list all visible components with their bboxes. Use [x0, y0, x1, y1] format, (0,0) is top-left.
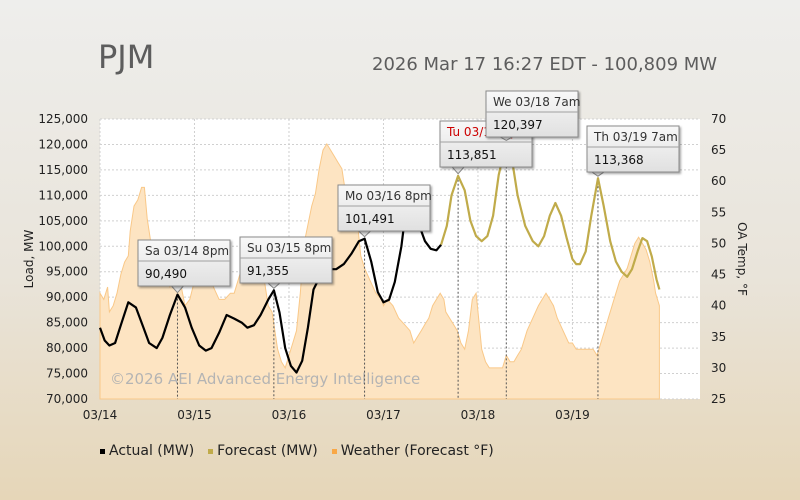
y2-tick-label: 60 — [711, 174, 726, 188]
page-title: PJM — [98, 38, 155, 76]
annotation-value: 113,368 — [594, 153, 644, 167]
forecast-load-line — [440, 141, 661, 290]
chart-legend: Actual (MW) Forecast (MW) Weather (Forec… — [100, 443, 494, 459]
peak-annotation: We 03/18 7am 120,397 — [485, 90, 580, 142]
x-tick-label: 03/18 — [461, 408, 496, 422]
legend-weather-label: Weather (Forecast °F) — [340, 443, 494, 459]
peak-annotation: Th 03/19 7am 113,368 — [586, 125, 680, 177]
y-tick-label: 105,000 — [38, 214, 88, 228]
annotation-label: Sa 03/14 8pm — [145, 244, 229, 258]
watermark-text: ©2026 AEI Advanced Energy Intelligence — [110, 370, 420, 388]
peak-marker-lines — [176, 142, 599, 399]
y-axis-label: Load, MW — [22, 230, 36, 289]
legend-forecast-label: Forecast (MW) — [217, 443, 318, 459]
annotation-value: 91,355 — [247, 264, 289, 278]
annotation-box — [239, 236, 333, 284]
legend-weather-swatch — [331, 448, 337, 454]
peak-annotation: Su 03/15 8pm 91,355 — [239, 236, 333, 289]
y-tick-label: 90,000 — [46, 290, 88, 304]
y2-tick-label: 45 — [711, 268, 726, 282]
annotation-box — [137, 239, 231, 287]
annotation-box — [586, 125, 680, 173]
y-tick-label: 75,000 — [46, 367, 88, 381]
y-tick-label: 115,000 — [38, 163, 88, 177]
y-tick-label: 85,000 — [46, 316, 88, 330]
y-tick-label: 80,000 — [46, 341, 88, 355]
annotation-label: Mo 03/16 8pm — [345, 189, 432, 203]
legend-actual-label: Actual (MW) — [109, 443, 195, 459]
y-axis-left: 125,000 120,000 115,000 110,000 105,000 100,0… — [38, 112, 88, 406]
x-tick-label: 03/17 — [366, 408, 401, 422]
y-axis-right: 70 65 60 55 50 45 40 35 30 25 — [711, 112, 726, 406]
page-subtitle: 2026 Mar 17 16:27 EDT - 100,809 MW — [372, 54, 718, 75]
y-tick-label: 110,000 — [38, 188, 88, 202]
y2-tick-label: 35 — [711, 330, 726, 344]
y-tick-label: 70,000 — [46, 392, 88, 406]
y2-tick-label: 25 — [711, 392, 726, 406]
legend-forecast[interactable]: Forecast (MW) — [208, 443, 318, 459]
x-tick-label: 03/19 — [555, 408, 590, 422]
x-tick-label: 03/14 — [83, 408, 118, 422]
y-tick-label: 120,000 — [38, 137, 88, 151]
annotation-value: 113,851 — [447, 148, 497, 162]
legend-forecast-swatch — [208, 448, 214, 454]
peak-annotation: Mo 03/16 8pm 101,491 — [337, 184, 432, 238]
y2-tick-label: 70 — [711, 112, 726, 126]
legend-actual-swatch — [100, 448, 105, 454]
actual-load-line — [98, 191, 442, 374]
annotation-label: Th 03/19 7am — [593, 130, 678, 144]
annotation-label: Su 03/15 8pm — [247, 241, 331, 255]
y-tick-label: 95,000 — [46, 265, 88, 279]
y2-tick-label: 50 — [711, 236, 726, 250]
y2-tick-label: 55 — [711, 205, 726, 219]
y2-tick-label: 65 — [711, 143, 726, 157]
y2-tick-label: 30 — [711, 361, 726, 375]
y2-axis-label: OA Temp, °F — [735, 222, 749, 296]
annotation-label: We 03/18 7am — [493, 95, 580, 109]
annotation-value: 101,491 — [345, 212, 395, 226]
annotation-value: 120,397 — [493, 118, 543, 132]
legend-weather[interactable]: Weather (Forecast °F) — [331, 443, 494, 459]
annotation-box — [485, 90, 579, 138]
y-tick-label: 100,000 — [38, 239, 88, 253]
peak-annotation: Sa 03/14 8pm 90,490 — [137, 239, 231, 294]
annotation-box — [337, 184, 431, 232]
y2-tick-label: 40 — [711, 299, 726, 313]
x-tick-label: 03/16 — [272, 408, 307, 422]
x-axis: 03/14 03/15 03/16 03/17 03/18 03/19 — [83, 408, 590, 422]
annotation-value: 90,490 — [145, 267, 187, 281]
legend-actual[interactable]: Actual (MW) — [100, 443, 194, 459]
x-tick-label: 03/15 — [177, 408, 212, 422]
peak-annotations: Sa 03/14 8pm 90,490 Su 03/15 8pm 91,355 Mo 0… — [137, 90, 680, 294]
y-tick-label: 125,000 — [38, 112, 88, 126]
